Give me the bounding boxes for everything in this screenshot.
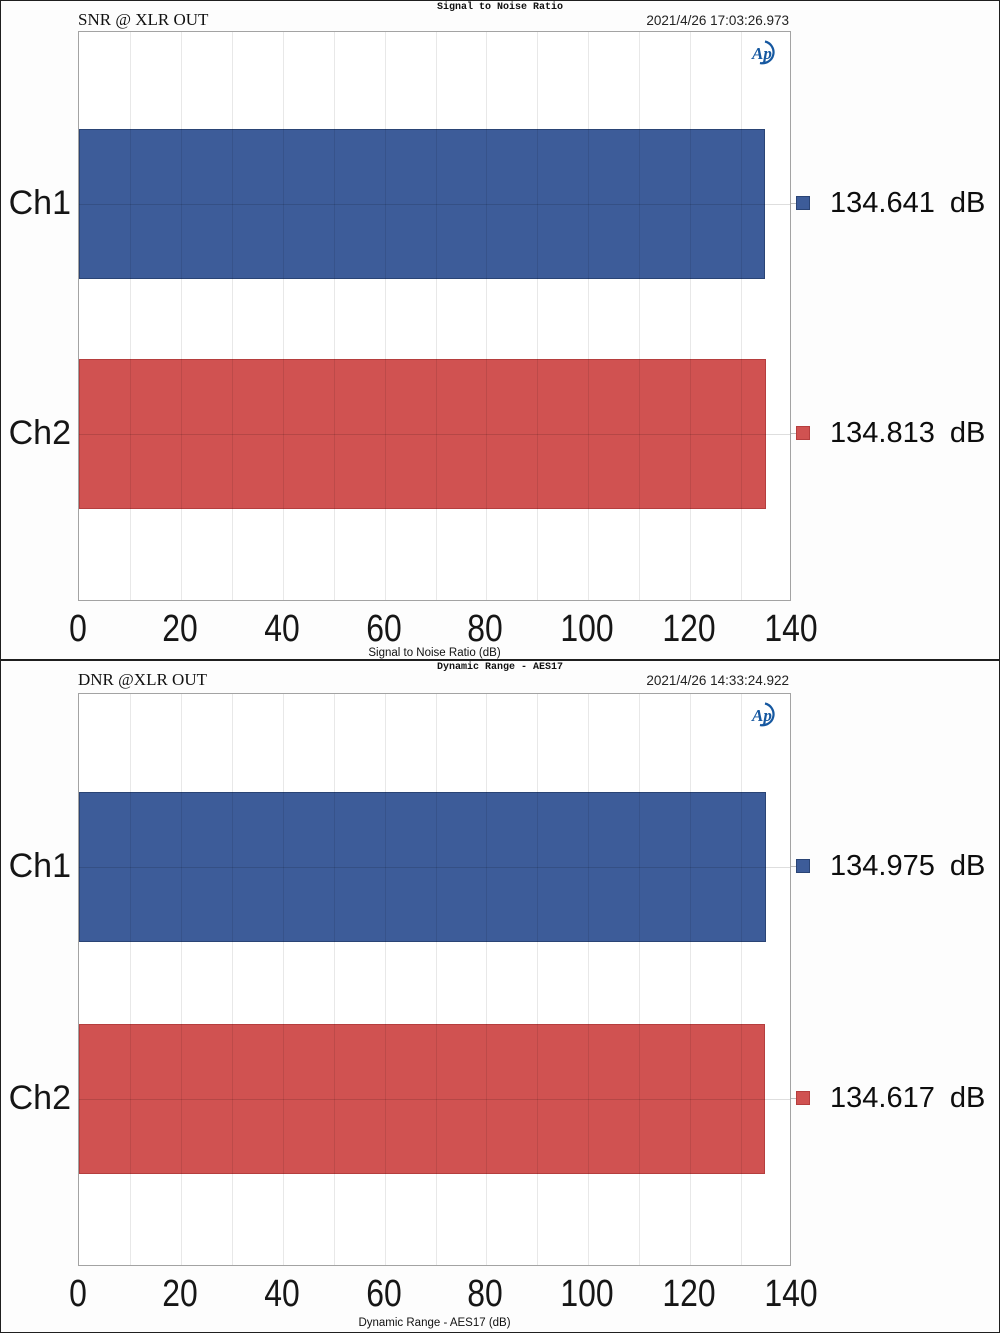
vertical-gridline xyxy=(486,32,487,600)
bar-ch2 xyxy=(79,359,766,509)
bar-ch2 xyxy=(79,1024,765,1174)
vertical-gridline xyxy=(639,32,640,600)
vertical-gridline xyxy=(639,694,640,1265)
logo-arc-icon xyxy=(759,40,775,65)
vertical-gridline xyxy=(588,32,589,600)
legend-marker-ch2 xyxy=(796,1091,810,1105)
vertical-gridline xyxy=(181,32,182,600)
legend-value-ch2: 134.617 dB xyxy=(830,1082,986,1114)
plot-area: Ap xyxy=(78,693,791,1266)
legend-marker-ch2 xyxy=(796,426,810,440)
legend-connector-ch2 xyxy=(791,433,798,434)
logo-text: Ap xyxy=(751,706,772,725)
audio-precision-logo: Ap xyxy=(749,701,783,729)
bar-ch1 xyxy=(79,129,765,279)
legend-value-ch1: 134.641 dB xyxy=(830,187,986,219)
vertical-gridline xyxy=(283,694,284,1265)
horizontal-gridline xyxy=(79,204,790,205)
vertical-gridline xyxy=(741,32,742,600)
x-tick-label: 100 xyxy=(560,608,614,650)
x-tick-label: 120 xyxy=(662,1273,716,1315)
vertical-gridline xyxy=(436,694,437,1265)
vertical-gridline xyxy=(334,694,335,1265)
timestamp: 2021/4/26 14:33:24.922 xyxy=(646,673,789,688)
horizontal-gridline xyxy=(79,434,790,435)
x-tick-label: 20 xyxy=(162,608,198,650)
horizontal-gridline xyxy=(79,867,790,868)
audio-precision-logo: Ap xyxy=(749,39,783,67)
x-tick-label: 0 xyxy=(69,1273,87,1315)
vertical-gridline xyxy=(283,32,284,600)
vertical-gridline xyxy=(232,694,233,1265)
x-tick-label: 60 xyxy=(366,1273,402,1315)
vertical-gridline xyxy=(385,694,386,1265)
bar-ch1 xyxy=(79,792,766,942)
vertical-gridline xyxy=(436,32,437,600)
logo-arc-icon xyxy=(759,702,775,727)
legend-connector-ch1 xyxy=(791,203,798,204)
legend-connector-ch2 xyxy=(791,1098,798,1099)
measurement-name: SNR @ XLR OUT xyxy=(78,10,209,29)
x-tick-label: 80 xyxy=(467,608,503,650)
x-tick-label: 120 xyxy=(662,608,716,650)
vertical-gridline xyxy=(537,694,538,1265)
vertical-gridline xyxy=(690,32,691,600)
vertical-gridline xyxy=(130,32,131,600)
x-tick-label: 20 xyxy=(162,1273,198,1315)
chart-title: Signal to Noise Ratio xyxy=(436,2,564,13)
vertical-gridline xyxy=(690,694,691,1265)
x-tick-label: 60 xyxy=(366,608,402,650)
chart-title: Dynamic Range - AES17 xyxy=(436,662,564,673)
x-tick-label: 40 xyxy=(264,1273,300,1315)
x-tick-label: 100 xyxy=(560,1273,614,1315)
legend-connector-ch1 xyxy=(791,866,798,867)
dnr-chart-panel: Dynamic Range - AES17 DNR @XLR OUT 2021/… xyxy=(0,660,1000,1333)
vertical-gridline xyxy=(232,32,233,600)
snr-chart-panel: Signal to Noise Ratio SNR @ XLR OUT 2021… xyxy=(0,0,1000,660)
category-label-ch1: Ch1 xyxy=(8,184,71,222)
measurement-name: DNR @XLR OUT xyxy=(78,670,207,689)
timestamp: 2021/4/26 17:03:26.973 xyxy=(646,13,789,28)
x-axis-label: Signal to Noise Ratio (dB) xyxy=(368,647,501,659)
x-tick-label: 0 xyxy=(69,608,87,650)
legend-marker-ch1 xyxy=(796,859,810,873)
horizontal-gridline xyxy=(79,1099,790,1100)
vertical-gridline xyxy=(588,694,589,1265)
legend-value-ch1: 134.975 dB xyxy=(830,850,986,882)
vertical-gridline xyxy=(334,32,335,600)
x-tick-label: 80 xyxy=(467,1273,503,1315)
vertical-gridline xyxy=(385,32,386,600)
legend-value-ch2: 134.813 dB xyxy=(830,417,986,449)
category-label-ch1: Ch1 xyxy=(8,847,71,885)
x-tick-label: 140 xyxy=(764,608,818,650)
vertical-gridline xyxy=(181,694,182,1265)
vertical-gridline xyxy=(741,694,742,1265)
vertical-gridline xyxy=(486,694,487,1265)
legend-marker-ch1 xyxy=(796,196,810,210)
plot-area: Ap xyxy=(78,31,791,601)
x-tick-label: 40 xyxy=(264,608,300,650)
vertical-gridline xyxy=(537,32,538,600)
x-tick-label: 140 xyxy=(764,1273,818,1315)
x-axis-label: Dynamic Range - AES17 (dB) xyxy=(358,1317,511,1329)
vertical-gridline xyxy=(130,694,131,1265)
category-label-ch2: Ch2 xyxy=(8,414,71,452)
category-label-ch2: Ch2 xyxy=(8,1079,71,1117)
logo-text: Ap xyxy=(751,44,772,63)
